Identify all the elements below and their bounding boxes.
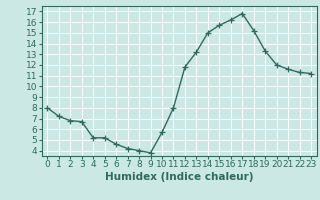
X-axis label: Humidex (Indice chaleur): Humidex (Indice chaleur) — [105, 172, 253, 182]
